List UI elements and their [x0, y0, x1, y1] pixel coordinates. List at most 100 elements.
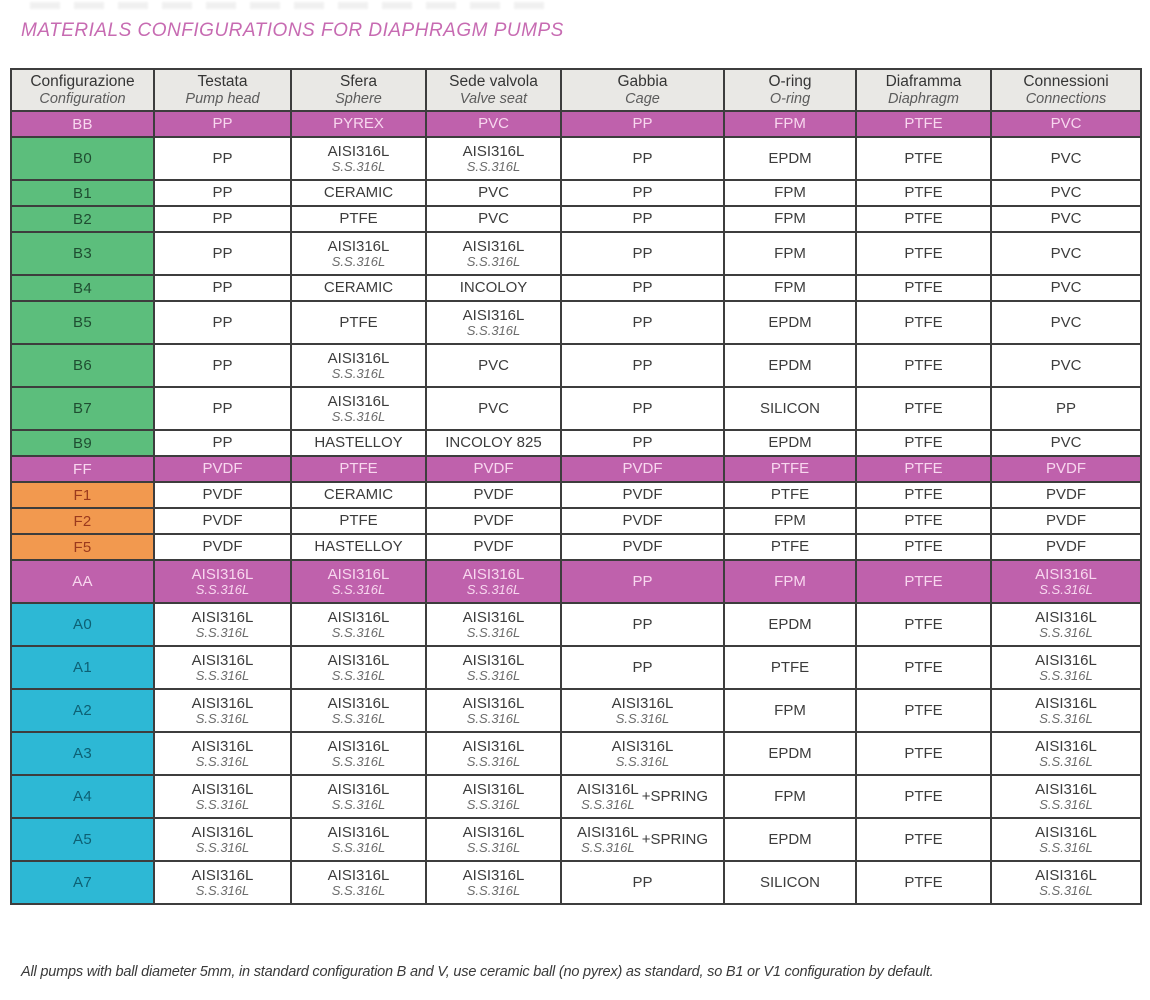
- table-cell: PP: [560, 136, 725, 181]
- table-cell: AISI316L S.S.316L: [990, 817, 1142, 862]
- column-label-en: Sphere: [335, 91, 382, 107]
- cell-material: PP: [632, 434, 653, 451]
- cell-material: PP: [632, 873, 653, 891]
- cell-material: PVDF: [1045, 460, 1086, 477]
- table-cell: AISI316L S.S.316L: [425, 300, 562, 345]
- column-label-it: Configurazione: [30, 73, 135, 90]
- cell-material: PTFE: [904, 244, 943, 262]
- cell-material: PP: [1055, 399, 1076, 417]
- cell-material: PP: [212, 244, 233, 262]
- cell-material: AISI316L: [191, 565, 254, 583]
- cell-material-alt: S.S.316L: [466, 882, 521, 898]
- table-cell: PTFE: [290, 205, 427, 233]
- table-row-b7: B7 PP AISI316L S.S.316L PVC PP SILICON PTFE PP: [10, 386, 1142, 431]
- table-cell: FPM: [723, 274, 857, 302]
- table-cell: PVDF: [560, 507, 725, 535]
- cell-material: AISI316L: [327, 737, 390, 755]
- cell-material: AISI316L: [577, 780, 639, 798]
- table-row-b0: B0 PP AISI316L S.S.316L AISI316L S.S.316L PP EP…: [10, 136, 1142, 181]
- cell-material: EPDM: [768, 615, 812, 633]
- table-cell: PP: [153, 179, 292, 207]
- table-cell: AISI316L S.S.316L: [290, 774, 427, 819]
- table-cell: AISI316L S.S.316L: [290, 602, 427, 647]
- table-cell: EPDM: [723, 343, 857, 388]
- table-cell: PTFE: [290, 300, 427, 345]
- config-code: A7: [10, 860, 155, 905]
- table-cell: PP: [560, 179, 725, 207]
- cell-material: INCOLOY: [459, 279, 528, 296]
- table-cell: PVC: [990, 429, 1142, 457]
- cell-material: AISI316L: [462, 142, 525, 160]
- cell-material: PTFE: [904, 873, 943, 891]
- table-cell: PVDF: [560, 481, 725, 509]
- cell-material: AISI316L: [462, 694, 525, 712]
- cell-material: FPM: [774, 701, 806, 719]
- cell-material-alt: S.S.316L: [331, 581, 386, 597]
- cell-material: AISI316L: [1035, 866, 1097, 884]
- table-cell: AISI316L S.S.316L: [290, 559, 427, 604]
- cell-material: AISI316L: [327, 565, 390, 583]
- table-cell: PP: [560, 860, 725, 905]
- cell-material-alt: S.S.316L: [1039, 839, 1093, 855]
- cell-material: AISI316L: [327, 866, 390, 884]
- cell-material-alt: S.S.316L: [466, 753, 521, 769]
- table-cell: PTFE: [855, 274, 992, 302]
- table-cell: AISI316L S.S.316L: [425, 136, 562, 181]
- config-code: A2: [10, 688, 155, 733]
- cell-material: AISI316L: [327, 780, 390, 798]
- cell-material: AISI316L: [1035, 608, 1097, 626]
- cell-material-alt: S.S.316L: [331, 365, 386, 381]
- cell-material-alt: S.S.316L: [1039, 667, 1093, 683]
- table-cell: AISI316L S.S.316L: [425, 231, 562, 276]
- cell-material: PVDF: [473, 512, 514, 529]
- cell-material: PTFE: [904, 115, 943, 132]
- cell-material: PVC: [1050, 356, 1082, 374]
- cell-material-alt: S.S.316L: [466, 796, 521, 812]
- table-cell: PVC: [425, 343, 562, 388]
- cell-material: PVC: [1050, 184, 1082, 201]
- cell-material: AISI316L: [1035, 651, 1097, 669]
- cell-material: FPM: [774, 787, 806, 805]
- cell-material: PVC: [1050, 210, 1082, 227]
- table-cell: PTFE: [855, 110, 992, 138]
- table-cell: AISI316L S.S.316L: [153, 602, 292, 647]
- table-cell: AISI316L S.S.316L: [153, 774, 292, 819]
- column-label-en: Configuration: [39, 91, 126, 107]
- table-cell: AISI316L S.S.316L: [560, 688, 725, 733]
- table-cell: HASTELLOY: [290, 533, 427, 561]
- cell-material: AISI316L: [327, 608, 390, 626]
- cell-material: PTFE: [339, 512, 378, 529]
- table-cell: PP: [153, 429, 292, 457]
- cell-material: PVDF: [622, 512, 663, 529]
- table-cell: FPM: [723, 774, 857, 819]
- cell-material: PTFE: [770, 538, 810, 555]
- table-cell: FPM: [723, 231, 857, 276]
- config-code: B0: [10, 136, 155, 181]
- table-cell: PP: [153, 343, 292, 388]
- cell-material: PP: [212, 279, 233, 296]
- column-header-configuration: Configurazione Configuration: [10, 68, 155, 112]
- config-code: B6: [10, 343, 155, 388]
- table-cell: PTFE: [855, 205, 992, 233]
- cell-material: PVDF: [202, 486, 243, 503]
- table-cell: PTFE: [855, 231, 992, 276]
- table-cell: PTFE: [723, 481, 857, 509]
- cell-material: PVC: [478, 184, 509, 201]
- table-cell: PP: [153, 300, 292, 345]
- cell-suffix: +SPRING: [641, 788, 708, 805]
- table-cell: FPM: [723, 179, 857, 207]
- column-label-it: Sfera: [339, 73, 378, 90]
- table-cell: PP: [990, 386, 1142, 431]
- cell-material: FPM: [774, 572, 806, 590]
- cell-material: PTFE: [339, 313, 378, 331]
- table-cell: FPM: [723, 110, 857, 138]
- cell-material: AISI316L: [191, 608, 254, 626]
- cell-material: PVC: [1050, 313, 1082, 331]
- cell-material-alt: S.S.316L: [331, 796, 386, 812]
- cell-material: PVDF: [473, 486, 514, 503]
- config-code: F2: [10, 507, 155, 535]
- cell-material: INCOLOY 825: [445, 434, 542, 451]
- table-cell: AISI316L S.S.316L: [990, 645, 1142, 690]
- cell-material: AISI316L: [191, 651, 254, 669]
- cell-material: AISI316L: [462, 608, 525, 626]
